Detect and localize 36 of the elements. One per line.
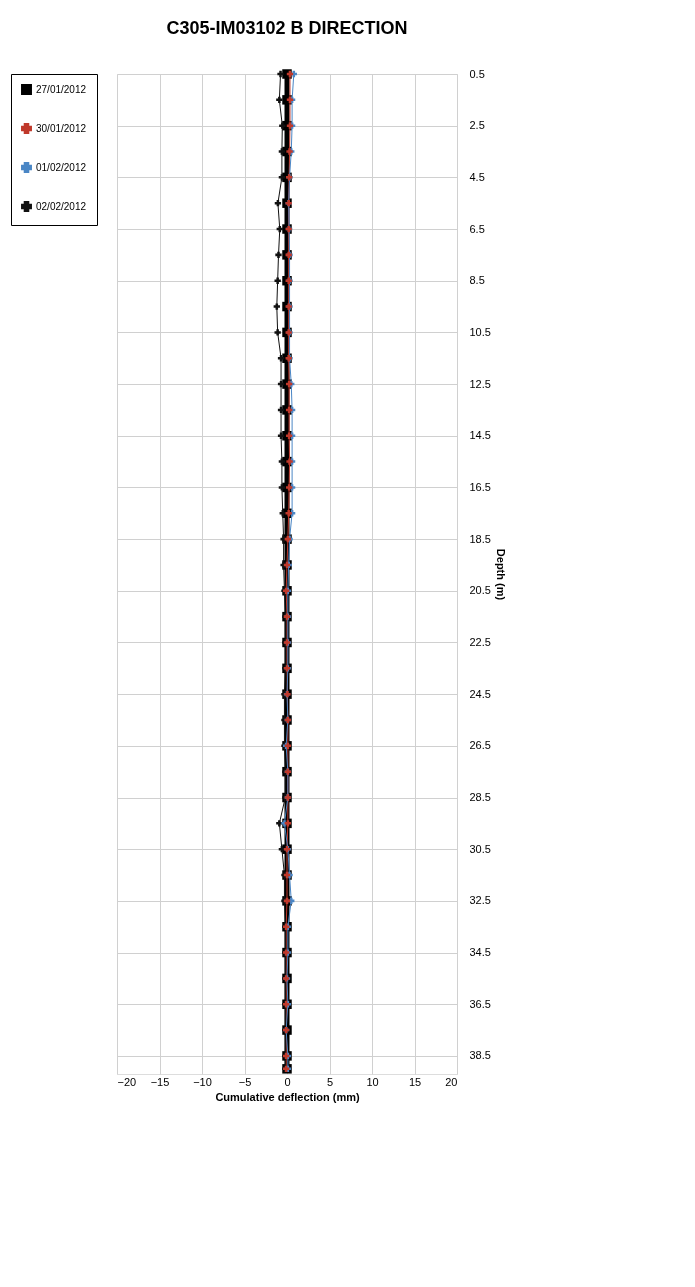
- legend-label: 27/01/2012: [36, 83, 87, 95]
- y-tick-label: 20.5: [469, 584, 491, 597]
- legend-label: 30/01/2012: [36, 122, 87, 134]
- x-tick-label: −15: [150, 1075, 170, 1088]
- y-tick-label: 34.5: [469, 946, 491, 959]
- x-tick-label: −10: [193, 1075, 212, 1088]
- x-axis-title: Cumulative deflection (mm): [215, 1090, 360, 1103]
- x-tick-label: 5: [326, 1075, 334, 1088]
- legend-label: 01/02/2012: [36, 161, 87, 173]
- y-tick-label: 38.5: [469, 1049, 491, 1062]
- legend-label: 02/02/2012: [36, 200, 87, 212]
- x-tick-label: 10: [366, 1075, 379, 1088]
- y-tick-label: 16.5: [469, 480, 491, 493]
- y-tick-label: 32.5: [469, 894, 491, 907]
- y-tick-label: 28.5: [469, 791, 491, 804]
- x-tick-label: 0: [284, 1075, 291, 1088]
- y-tick-label: 0.5: [469, 67, 485, 80]
- y-tick-label: 14.5: [469, 429, 491, 442]
- y-tick-label: 2.5: [469, 119, 485, 132]
- y-tick-label: 10.5: [469, 325, 491, 338]
- y-tick-label: 8.5: [469, 274, 485, 287]
- y-tick-label: 18.5: [469, 532, 491, 545]
- y-tick-label: 22.5: [469, 635, 491, 648]
- y-tick-label: 30.5: [469, 842, 491, 855]
- y-tick-label: 36.5: [469, 997, 491, 1010]
- y-tick-label: 4.5: [469, 170, 485, 183]
- x-tick-label: −20: [117, 1075, 137, 1088]
- y-tick-label: 26.5: [469, 739, 491, 752]
- y-tick-label: 12.5: [469, 377, 491, 390]
- x-tick-label: 20: [445, 1075, 458, 1088]
- x-tick-label: 15: [408, 1075, 422, 1088]
- x-tick-label: −5: [238, 1075, 252, 1088]
- y-tick-label: 24.5: [469, 687, 491, 700]
- y-axis-title: Depth (m): [494, 548, 507, 601]
- y-tick-label: 6.5: [469, 222, 485, 235]
- chart-title: C305-IM03102 B DIRECTION: [166, 18, 408, 38]
